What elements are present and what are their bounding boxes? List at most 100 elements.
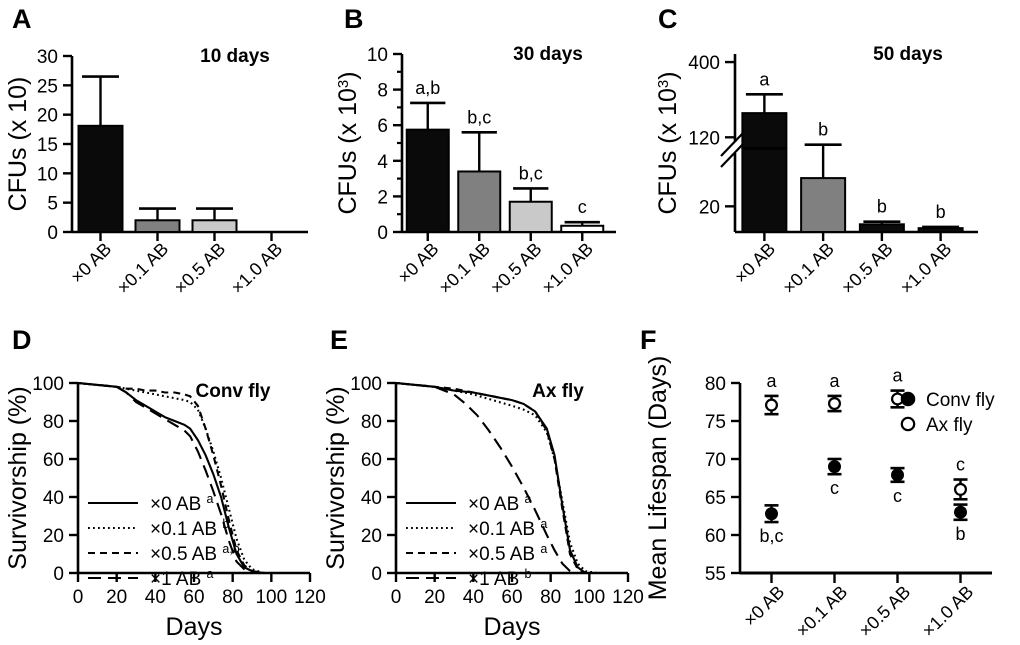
stat-letter: b (818, 120, 828, 140)
stat-letter: c (956, 455, 965, 475)
bar (508, 200, 553, 234)
x-category-label: ×1.0 AB (896, 239, 955, 298)
x-category-label: ×1.0 AB (227, 239, 286, 298)
y-tick-label: 10 (367, 45, 388, 66)
y-tick-label: 20 (699, 197, 720, 218)
y-axis-title: CFUs (x 103) (654, 71, 682, 214)
panel-b-letter: B (344, 4, 364, 34)
x-tick-label: 120 (294, 587, 326, 608)
x-tick-label: 100 (255, 587, 287, 608)
legend-label: ×0 AB a (468, 492, 532, 515)
ax-fly-point (954, 482, 968, 496)
panel-b: B 0 2 4 6 8 10 a,b ×0 AB b,c ×0.1 AB b,c ×0.5 AB c ×1… (330, 0, 660, 320)
stat-letter: b,c (519, 163, 543, 183)
y-tick-label: 60 (43, 450, 64, 471)
axis-break-slash (720, 142, 745, 168)
panel-b-chart: 0 2 4 6 8 10 a,b ×0 AB b,c ×0.1 AB b,c ×0.5 AB c ×1.0… (334, 44, 616, 298)
panel-a-letter: A (12, 4, 32, 34)
bar (917, 227, 964, 233)
panel-d-letter: D (12, 325, 32, 355)
legend-label: Conv fly (926, 390, 995, 411)
x-tick-label: 40 (145, 587, 166, 608)
stat-letter: b,c (467, 107, 491, 127)
x-category-label: ×0.5 AB (855, 582, 914, 641)
bar (77, 124, 124, 233)
x-category-label: ×0.5 AB (170, 239, 229, 298)
legend-label: ×0.5 AB a (468, 542, 547, 565)
y-axis-title: Survivorship (%) (4, 386, 32, 569)
legend-label: ×0.1 AB a (468, 517, 547, 540)
conv-fly-point (828, 460, 842, 474)
legend-label: ×0.1 AB b (150, 517, 229, 540)
y-tick-label: 2 (377, 187, 388, 208)
bar (457, 170, 502, 233)
y-tick-label: 6 (377, 116, 388, 137)
ax-fly-point (765, 398, 779, 412)
x-category-label: ×0 AB (740, 582, 788, 630)
y-tick-label: 40 (361, 488, 382, 509)
panel-f-letter: F (640, 325, 657, 355)
panel-f: F 55 60 65 70 75 80 ×0 AB ×0.1 AB ×0.5 AB ×1.0 AB… (632, 325, 1020, 645)
x-tick-label: 80 (540, 587, 561, 608)
x-category-label: ×0.1 AB (435, 239, 494, 298)
y-tick-label: 5 (47, 194, 58, 215)
x-category-label: ×0.5 AB (486, 239, 545, 298)
legend-label: ×1 AB b (468, 567, 532, 590)
x-tick-label: 0 (73, 587, 84, 608)
y-tick-label: 60 (361, 450, 382, 471)
ax-fly-point (828, 397, 842, 411)
legend-label: ×0.5 AB a,b (150, 542, 240, 565)
axis-break-slash (720, 131, 745, 157)
x-category-label: ×0 AB (731, 239, 779, 287)
stat-letter: a (829, 371, 840, 391)
stat-letter: b (955, 524, 965, 544)
panel-c-chart: 400 120 20 a ×0 AB b ×0.1 AB b ×0.5 AB b ×1.0 AB 50… (654, 44, 978, 298)
panel-e-chart: 0 20 40 60 80 100 0 20 40 60 80 100 120 ×0 AB a×0.1 A… (322, 374, 644, 641)
panel-d: D 0 20 40 60 80 100 0 20 40 60 80 100 120 ×0 AB a ×0.1… (0, 325, 340, 645)
y-tick-label: 100 (32, 374, 64, 395)
x-tick-label: 100 (573, 587, 605, 608)
y-tick-label: 25 (37, 76, 58, 97)
legend-label: Ax fly (926, 415, 973, 436)
panel-title: 10 days (200, 46, 270, 67)
panel-a-chart: 0 5 10 15 20 25 30 ×0 AB×0.1 AB×0.5 AB×1.0 AB 10… (4, 46, 308, 298)
survival-curve (77, 381, 310, 575)
y-axis-title: CFUs (x 10) (4, 77, 32, 212)
x-axis-title: Days (484, 613, 541, 641)
y-tick-label: 0 (47, 223, 58, 244)
y-tick-label: 400 (688, 53, 720, 74)
x-category-label: ×0 AB (67, 239, 115, 287)
y-tick-label: 8 (377, 81, 388, 102)
conv-fly-point (954, 505, 968, 519)
y-tick-label: 60 (705, 526, 726, 547)
panel-title: 30 days (513, 44, 583, 65)
x-tick-label: 120 (612, 587, 644, 608)
y-tick-label: 0 (371, 564, 382, 585)
x-axis-title: Days (166, 613, 223, 641)
y-tick-label: 80 (43, 412, 64, 433)
y-axis-title: Survivorship (%) (322, 386, 350, 569)
legend-open-circle-icon (900, 416, 916, 432)
legend-label: ×1 AB a (150, 567, 214, 590)
bar-lower-segment (741, 148, 788, 233)
x-category-label: ×0.1 AB (113, 239, 172, 298)
stat-letter: a,b (415, 78, 440, 98)
y-tick-label: 75 (705, 412, 726, 433)
x-category-label: ×1.0 AB (918, 582, 977, 641)
y-tick-label: 120 (688, 128, 720, 149)
y-tick-label: 4 (377, 152, 388, 173)
legend-label: ×0 AB a (150, 492, 214, 515)
x-category-label: ×0.1 AB (792, 582, 851, 641)
survival-curve (77, 381, 310, 575)
survival-curve (77, 381, 310, 575)
y-tick-label: 30 (37, 47, 58, 68)
bar-upper-segment (741, 112, 788, 149)
panel-e: E 0 20 40 60 80 100 0 20 40 60 80 100 120 ×0 AB a ×0.1… (318, 325, 658, 645)
y-tick-label: 0 (377, 223, 388, 244)
stat-letter: c (893, 486, 902, 506)
x-category-label: ×0.1 AB (779, 239, 838, 298)
panel-title: Conv fly (196, 381, 271, 402)
panel-title: Ax fly (532, 381, 584, 402)
y-tick-label: 40 (43, 488, 64, 509)
y-axis-title: Mean Lifespan (Days) (644, 356, 672, 601)
